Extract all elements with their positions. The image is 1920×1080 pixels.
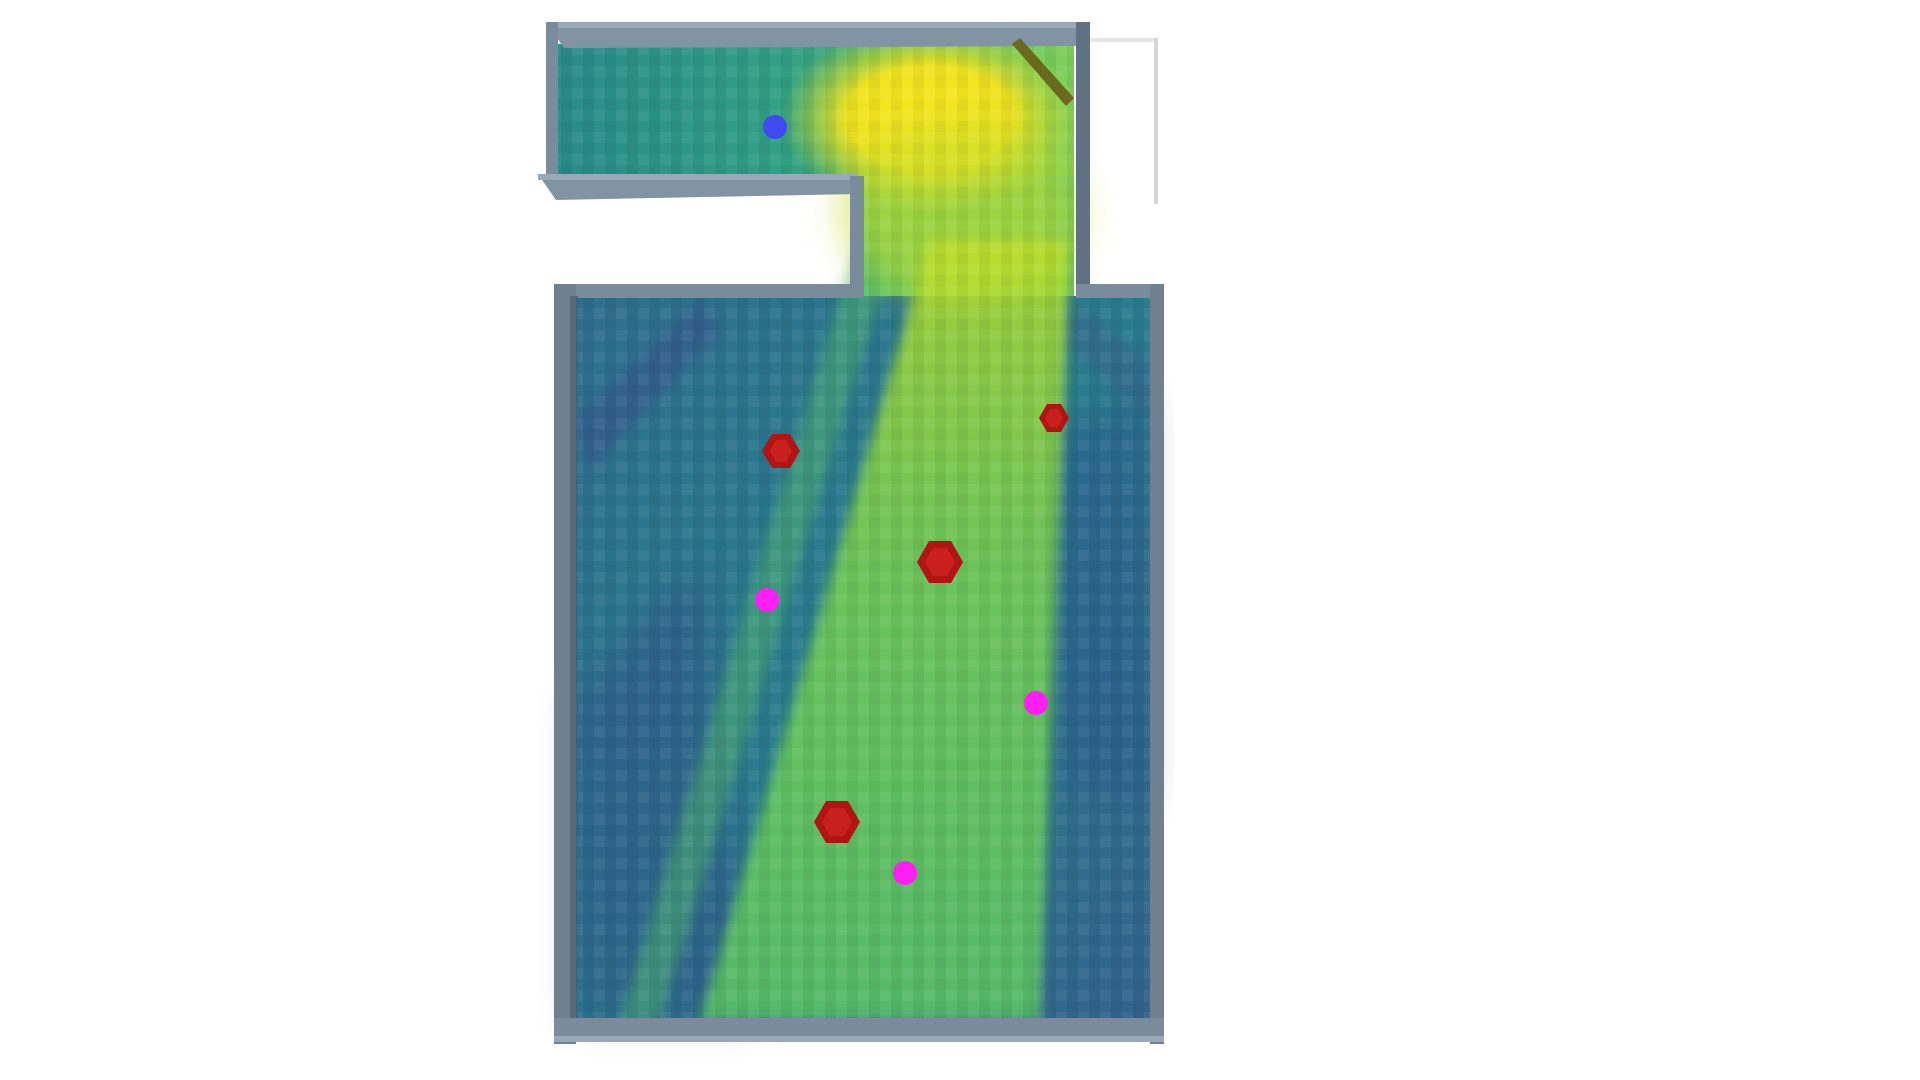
markers xyxy=(755,115,1069,885)
target-dot-icon xyxy=(893,861,917,885)
target-dot-icon xyxy=(1024,691,1048,715)
door-icon xyxy=(1012,38,1074,106)
walls xyxy=(538,22,1164,1044)
hexagon-obstacle-icon xyxy=(917,541,963,583)
hexagon-obstacle-icon xyxy=(762,434,800,468)
agent-dot-icon xyxy=(763,115,787,139)
target-dot-icon xyxy=(755,588,779,612)
hexagon-obstacle-icon xyxy=(1039,404,1069,432)
heatmap-floor xyxy=(552,23,1150,1020)
door-frame xyxy=(1090,38,1158,204)
hexagon-obstacle-icon xyxy=(814,801,860,843)
